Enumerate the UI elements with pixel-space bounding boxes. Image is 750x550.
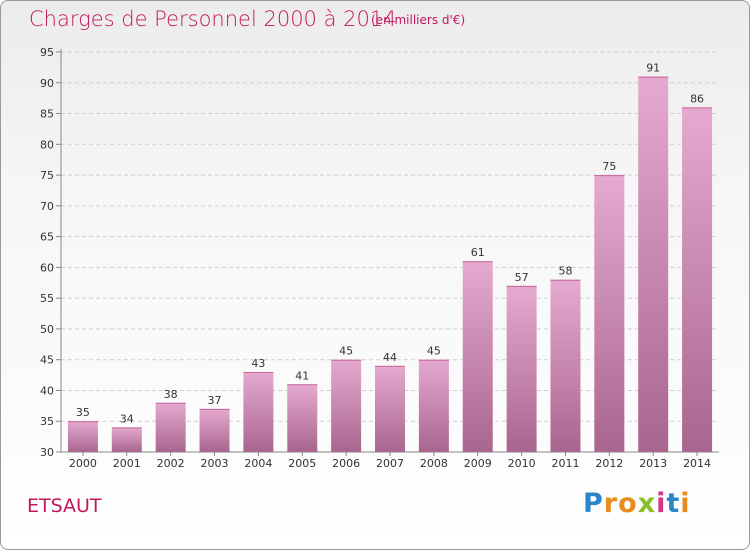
x-tick-label-2013: 2013 [639,457,667,470]
value-label-2008: 45 [427,345,441,358]
value-label-2012: 75 [602,160,616,173]
bar-2001 [111,427,142,452]
bar-2013 [638,76,669,452]
value-label-2011: 58 [558,265,572,278]
x-tick-label-2008: 2008 [420,457,448,470]
value-label-2000: 35 [76,406,90,419]
value-label-2007: 44 [383,351,397,364]
value-label-2005: 41 [295,369,309,382]
bar-2003 [199,408,230,452]
x-tick-label-2012: 2012 [595,457,623,470]
chart-subtitle: (en milliers d'€) [371,13,466,27]
commune-name: ETSAUT [27,495,102,517]
value-label-2013: 91 [646,62,660,75]
value-label-2014: 86 [690,92,704,105]
bar-2009 [462,261,493,452]
x-tick-label-2010: 2010 [508,457,536,470]
x-tick-label-2001: 2001 [113,457,141,470]
x-tick-label-2009: 2009 [464,457,492,470]
y-tick-label: 95 [40,46,54,59]
y-tick-label: 90 [40,77,54,90]
x-tick-label-2007: 2007 [376,457,404,470]
bar-2010 [506,285,537,452]
value-label-2002: 38 [164,388,178,401]
y-tick-label: 30 [40,446,54,459]
value-label-2006: 45 [339,345,353,358]
x-tick-label-2006: 2006 [332,457,360,470]
x-tick-label-2002: 2002 [157,457,185,470]
y-tick-label: 75 [40,169,54,182]
bar-2000 [67,421,98,452]
x-tick-label-2000: 2000 [69,457,97,470]
y-tick-label: 85 [40,108,54,121]
value-label-2001: 34 [120,412,134,425]
y-tick-label: 45 [40,354,54,367]
bar-2012 [594,175,625,453]
bar-2007 [375,365,405,452]
x-tick-label-2003: 2003 [201,457,229,470]
x-tick-label-2005: 2005 [288,457,316,470]
bar-2014 [682,107,713,452]
y-tick-label: 35 [40,415,54,428]
y-tick-label: 40 [40,384,54,397]
value-label-2003: 37 [208,394,222,407]
x-tick-label-2004: 2004 [244,457,272,470]
bar-2008 [418,359,449,452]
bar-2002 [155,402,186,452]
y-tick-label: 50 [40,323,54,336]
chart-title: Charges de Personnel 2000 à 2014 [29,7,397,31]
x-tick-label-2014: 2014 [683,457,711,470]
y-tick-label: 80 [40,138,54,151]
value-label-2004: 43 [251,357,265,370]
bar-2004 [243,372,274,452]
y-tick-label: 60 [40,261,54,274]
bar-2011 [550,279,581,452]
y-tick-label: 55 [40,292,54,305]
y-tick-label: 70 [40,200,54,213]
bar-2006 [331,359,362,452]
value-label-2010: 57 [515,271,529,284]
value-label-2009: 61 [471,246,485,259]
x-tick-label-2011: 2011 [551,457,579,470]
bar-2005 [287,384,318,452]
y-tick-label: 65 [40,231,54,244]
proxiti-logo: Proxiti [583,488,691,519]
